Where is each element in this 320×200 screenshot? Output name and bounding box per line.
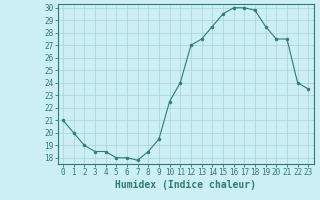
X-axis label: Humidex (Indice chaleur): Humidex (Indice chaleur)	[115, 180, 256, 190]
